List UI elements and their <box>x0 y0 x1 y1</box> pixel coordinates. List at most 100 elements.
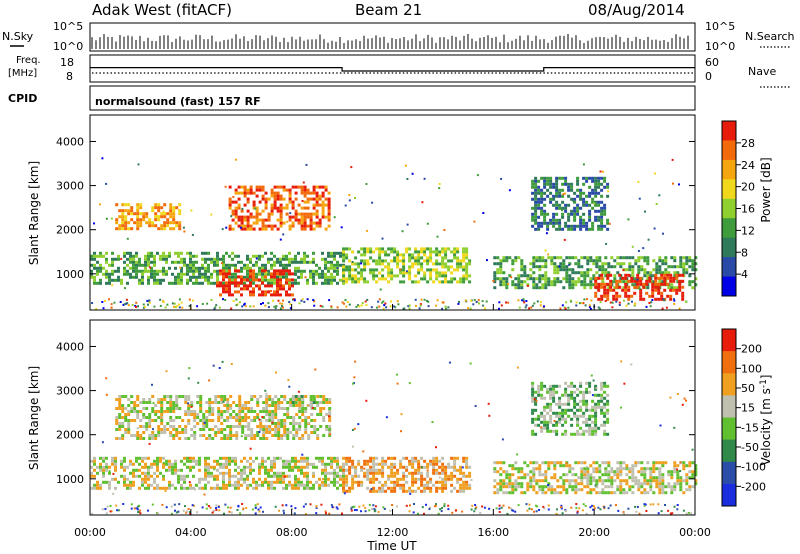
heat-cell <box>306 197 310 201</box>
heat-cell <box>270 194 274 198</box>
heat-cell <box>414 456 418 460</box>
heat-cell <box>679 476 683 480</box>
heat-cell <box>456 262 460 266</box>
heat-cell <box>597 191 601 195</box>
heat-cell <box>249 185 253 189</box>
heat-cell <box>570 185 574 189</box>
heat-cell <box>165 459 168 463</box>
heat-cell <box>264 272 267 276</box>
heat-cell <box>652 274 656 278</box>
heat-cell <box>438 471 442 475</box>
heat-cell <box>538 280 542 284</box>
heat-cell <box>240 281 243 285</box>
heat-cell <box>588 432 592 436</box>
heat-cell <box>694 262 698 266</box>
heat-cell <box>282 254 285 258</box>
heat-cell <box>393 259 397 263</box>
heat-cell <box>606 182 610 186</box>
heat-cell <box>301 298 304 301</box>
heat-cell <box>102 480 105 484</box>
heat-cell <box>204 251 207 255</box>
heat-cell <box>132 260 135 264</box>
heat-cell <box>135 266 138 270</box>
heat-cell <box>502 280 506 284</box>
heat-cell <box>555 188 558 190</box>
heat-cell <box>585 402 589 406</box>
heat-cell <box>435 271 439 275</box>
heat-cell <box>270 459 273 463</box>
heat-cell <box>290 505 293 508</box>
heat-cell <box>247 428 251 431</box>
heat-cell <box>223 437 227 440</box>
heat-cell <box>540 393 544 397</box>
heat-cell <box>579 426 583 430</box>
heat-cell <box>136 413 140 416</box>
heat-cell <box>309 275 312 279</box>
heat-cell <box>522 298 525 301</box>
heat-cell <box>213 269 216 273</box>
heat-cell <box>189 275 192 279</box>
heat-cell <box>187 398 191 401</box>
heat-cell <box>520 274 524 278</box>
heat-cell <box>552 429 556 433</box>
heat-cell <box>228 477 231 481</box>
heat-cell <box>658 488 662 492</box>
heat-cell <box>147 486 150 490</box>
heat-cell <box>667 509 670 512</box>
heat-cell <box>420 480 424 484</box>
heat-cell <box>444 280 448 284</box>
heat-cell <box>285 212 289 216</box>
heat-cell <box>279 194 283 198</box>
heat-cell <box>195 278 198 282</box>
heat-cell <box>249 191 253 195</box>
heat-cell <box>312 227 316 231</box>
heat-cell <box>655 476 659 480</box>
heat-cell <box>646 461 650 465</box>
heat-cell <box>429 250 433 254</box>
heat-cell <box>283 422 287 425</box>
heat-cell <box>363 277 367 281</box>
heat-cell <box>148 301 151 304</box>
heat-cell <box>459 280 463 284</box>
heat-cell <box>141 272 144 276</box>
heat-cell <box>454 509 457 512</box>
heat-cell <box>562 488 566 492</box>
heat-cell <box>142 425 146 428</box>
heat-cell <box>301 437 305 440</box>
heat-cell <box>534 209 538 213</box>
heat-cell <box>357 483 361 487</box>
heat-cell <box>151 209 155 213</box>
heat-cell <box>366 259 370 263</box>
heat-cell <box>576 179 580 183</box>
heat-cell <box>417 280 421 284</box>
heat-cell <box>553 268 557 272</box>
heat-cell <box>462 480 466 484</box>
heat-cell <box>390 277 394 281</box>
heat-cell <box>258 465 261 469</box>
heat-cell <box>366 229 369 232</box>
heat-cell <box>534 390 538 394</box>
heat-cell <box>610 491 614 495</box>
heat-cell <box>441 468 445 472</box>
heat-cell <box>216 459 219 463</box>
heat-cell <box>330 263 333 267</box>
heat-cell <box>150 251 153 255</box>
heat-cell <box>517 286 521 290</box>
heat-cell <box>175 431 179 434</box>
heat-cell <box>531 191 535 195</box>
heat-cell <box>543 209 547 213</box>
heat-cell <box>612 288 616 292</box>
heat-cell <box>572 200 575 203</box>
heat-cell <box>607 262 611 266</box>
heat-cell <box>270 266 273 270</box>
heat-cell <box>109 510 112 513</box>
heat-cell <box>573 432 577 436</box>
heat-cell <box>141 269 144 273</box>
heat-cell <box>441 271 445 275</box>
heat-cell <box>589 491 593 495</box>
heat-cell <box>327 278 330 282</box>
heat-cell <box>543 221 547 225</box>
heat-cell <box>654 288 658 292</box>
heat-cell <box>543 408 547 412</box>
